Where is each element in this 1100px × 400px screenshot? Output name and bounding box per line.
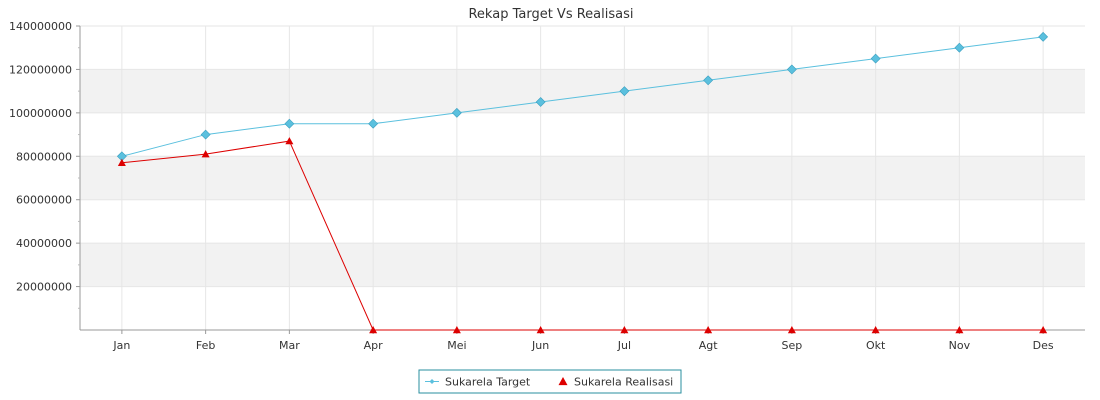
plot-bands — [80, 69, 1085, 287]
legend[interactable]: Sukarela Target Sukarela Realisasi — [418, 369, 682, 394]
y-tick-label: 120000000 — [9, 63, 72, 76]
x-tick-label: Jan — [112, 339, 130, 352]
legend-label: Sukarela Realisasi — [574, 376, 673, 389]
data-point-triangle — [452, 326, 461, 334]
data-point-diamond — [954, 42, 965, 53]
data-point-diamond — [619, 86, 630, 97]
y-tick-label: 20000000 — [16, 281, 72, 294]
x-tick-label: Mei — [447, 339, 466, 352]
data-point-diamond — [786, 64, 797, 75]
grid-band — [80, 156, 1085, 200]
x-axis-labels: Jan Feb Mar Apr Mei Jun Jul Agt Sep Okt Nov Des — [112, 339, 1053, 352]
x-tick-label: Agt — [699, 339, 719, 352]
data-point-triangle — [201, 150, 210, 158]
chart-title: Rekap Target Vs Realisasi — [468, 7, 633, 22]
data-point-triangle — [536, 326, 545, 334]
series-line — [121, 36, 1044, 157]
data-point-diamond — [703, 75, 714, 86]
series-line — [121, 140, 1044, 331]
series-layer — [116, 31, 1049, 334]
data-point-diamond — [870, 53, 881, 64]
legend-diamond-icon — [429, 379, 435, 384]
data-point-triangle — [787, 326, 796, 334]
data-point-triangle — [369, 326, 378, 334]
x-tick-label: Jul — [617, 339, 631, 352]
data-point-diamond — [284, 118, 295, 129]
data-point-diamond — [535, 97, 546, 107]
series-2 — [117, 137, 1048, 334]
y-tick-label: 100000000 — [9, 107, 72, 120]
grid-band — [80, 69, 1085, 113]
legend-triangle-icon — [558, 377, 568, 386]
x-tick-label: Sep — [782, 339, 803, 352]
data-point-diamond — [451, 107, 462, 118]
data-point-triangle — [620, 326, 629, 334]
legend-box — [418, 369, 682, 394]
data-point-diamond — [368, 118, 379, 129]
y-axis-labels: 20000000 40000000 60000000 80000000 10000000… — [9, 20, 72, 294]
legend-item[interactable]: Sukarela Target — [425, 376, 531, 389]
data-point-triangle — [871, 326, 880, 334]
x-tick-label: Jun — [531, 339, 549, 352]
y-tick-label: 80000000 — [16, 150, 72, 163]
data-point-triangle — [285, 137, 294, 145]
x-tick-label: Des — [1033, 339, 1054, 352]
data-point-diamond — [200, 129, 211, 140]
grid-band — [80, 243, 1085, 287]
grid-lines — [80, 25, 1085, 330]
x-tick-label: Okt — [866, 339, 886, 352]
y-tick-label: 40000000 — [16, 237, 72, 250]
x-tick-label: Feb — [196, 339, 215, 352]
data-point-triangle — [704, 326, 713, 334]
data-point-diamond — [1038, 31, 1049, 42]
data-point-triangle — [1039, 326, 1048, 334]
x-tick-label: Nov — [949, 339, 971, 352]
x-tick-label: Mar — [279, 339, 300, 352]
series-1 — [116, 31, 1049, 162]
legend-item[interactable]: Sukarela Realisasi — [558, 376, 674, 389]
legend-label: Sukarela Target — [445, 376, 531, 389]
x-tick-label: Apr — [364, 339, 384, 352]
y-tick-label: 60000000 — [16, 194, 72, 207]
data-point-triangle — [117, 158, 126, 166]
data-point-triangle — [955, 326, 964, 334]
y-tick-label: 140000000 — [9, 20, 72, 33]
